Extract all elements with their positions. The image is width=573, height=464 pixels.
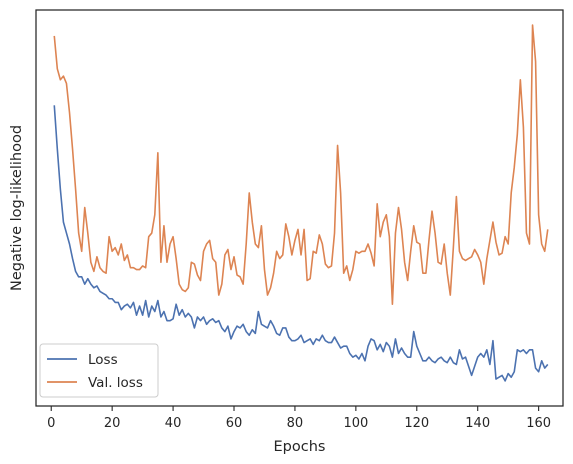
x-tick-label: 60 [226,416,243,431]
x-tick-label: 100 [343,416,368,431]
series-line-val-loss [53,24,549,306]
x-tick-label: 40 [165,416,182,431]
x-tick-label: 120 [404,416,429,431]
legend-label-val-loss: Val. loss [88,375,143,391]
x-axis: 0 20 40 60 80 100 120 140 160 [47,406,551,431]
x-tick-label: 20 [104,416,121,431]
legend: Loss Val. loss [39,343,159,398]
legend-box [39,343,159,398]
x-axis-label: Epochs [274,439,326,455]
y-axis-label: Negative log-likelihood [9,125,25,291]
x-tick-label: 160 [526,416,551,431]
x-tick-label: 80 [287,416,304,431]
series-layer [53,24,549,382]
plot-frame [35,9,564,407]
x-tick-label: 140 [465,416,490,431]
plot-area [35,9,564,407]
series-line-loss [53,105,549,382]
legend-label-loss: Loss [88,352,118,368]
x-tick-label: 0 [47,416,55,431]
